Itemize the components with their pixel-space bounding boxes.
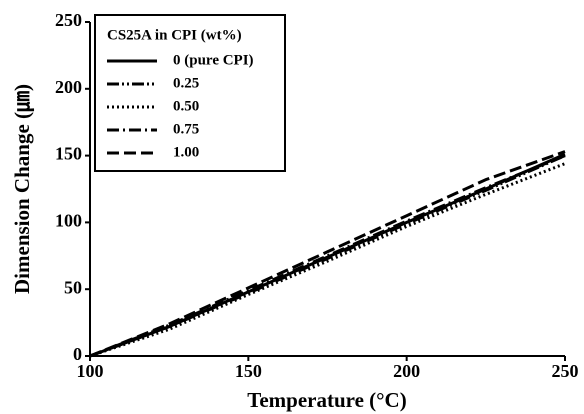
data-line (89, 154, 566, 358)
x-tick-label: 200 (393, 361, 420, 381)
x-tick-label: 250 (552, 361, 579, 381)
legend-label: 0 (pure CPI) (173, 52, 254, 68)
legend-label: 0.75 (173, 121, 199, 137)
legend-label: 0.25 (173, 75, 199, 91)
y-tick-label: 0 (73, 344, 82, 364)
legend-box (94, 14, 286, 172)
legend-label: 1.00 (173, 144, 199, 160)
y-tick-label: 50 (64, 277, 82, 297)
x-axis-title: Temperature (°C) (247, 388, 406, 412)
y-tick-label: 250 (55, 10, 82, 30)
y-tick-label: 100 (55, 211, 82, 231)
data-line (89, 150, 566, 358)
x-tick-label: 100 (77, 361, 104, 381)
y-tick-label: 200 (55, 77, 82, 97)
data-line (89, 162, 566, 358)
legend-label: 0.50 (173, 98, 199, 114)
legend-title: CS25A in CPI (wt%) (107, 27, 242, 43)
y-tick-label: 150 (55, 144, 82, 164)
x-tick-label: 150 (235, 361, 262, 381)
y-axis-title: Dimension Change (㎛) (10, 84, 35, 294)
